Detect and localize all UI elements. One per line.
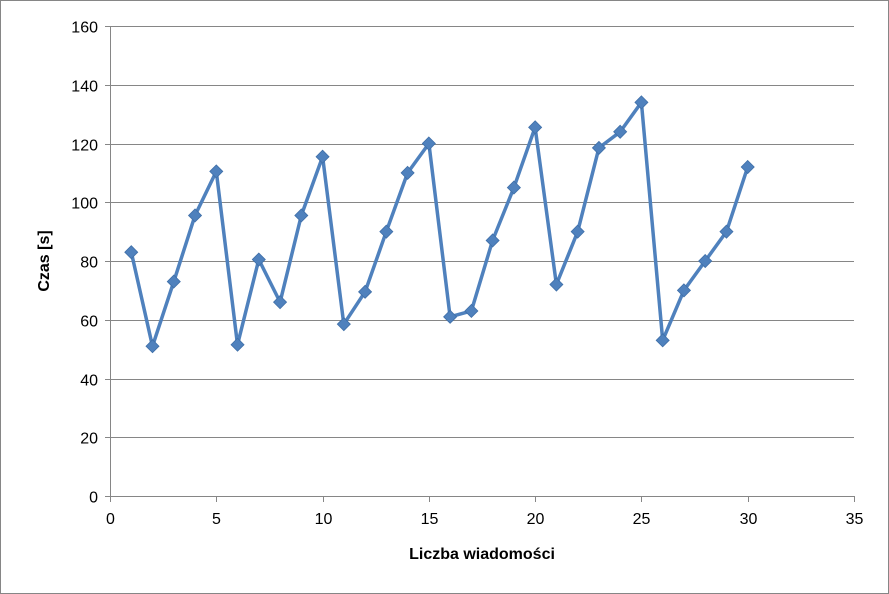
x-tick-label: 25 [633,511,651,528]
x-tick-label: 35 [846,511,864,528]
data-point-marker [124,245,139,260]
data-point-marker [145,339,160,354]
data-markers [124,95,755,354]
data-point-marker [549,277,564,292]
data-point-marker [591,140,606,155]
y-tick-label: 140 [71,79,98,96]
data-point-marker [209,164,224,179]
data-point-marker [294,208,309,223]
y-tick-label: 40 [80,373,98,390]
x-axis-title: Liczba wiadomości [409,546,555,563]
y-tick-label: 20 [80,431,98,448]
data-point-marker [315,149,330,164]
data-series [129,100,750,348]
x-tick-labels: 0 5 10 15 20 25 30 35 [106,511,863,528]
data-point-marker [740,159,755,175]
axes [105,26,855,502]
series-line [129,100,750,348]
data-point-marker [570,224,585,239]
y-tick-label: 80 [80,255,98,272]
data-point-marker [655,333,670,348]
data-point-marker [187,208,203,223]
data-point-marker [676,283,692,298]
x-tick-label: 30 [740,511,758,528]
data-point-marker [506,180,521,195]
data-point-marker [336,317,351,332]
data-point-marker [634,95,649,110]
y-tick-label: 0 [89,490,98,507]
data-point-marker [379,224,394,239]
gridlines [110,26,854,438]
data-point-marker [613,124,628,139]
data-point-marker [528,120,543,135]
data-point-marker [719,224,734,239]
y-tick-label: 60 [80,314,98,331]
data-point-marker [698,253,713,269]
data-point-marker [251,252,266,267]
data-point-marker [443,309,458,324]
y-tick-label: 100 [71,196,98,213]
data-point-marker [166,274,181,289]
data-point-marker [358,284,373,299]
data-point-marker [230,337,245,352]
y-tick-label: 160 [71,20,98,37]
x-tick-label: 20 [527,511,545,528]
y-tick-label: 120 [71,138,98,155]
x-tick-label: 10 [315,511,333,528]
data-point-marker [421,136,436,151]
x-tick-label: 0 [106,511,115,528]
data-point-marker [400,165,415,180]
data-point-marker [464,303,479,319]
x-tick-label: 5 [212,511,221,528]
data-point-marker [485,233,500,248]
y-tick-labels: 0 20 40 60 80 100 120 140 160 [71,20,98,507]
y-axis-title: Czas [s] [36,230,53,291]
x-tick-label: 15 [421,511,439,528]
data-point-marker [272,295,288,310]
